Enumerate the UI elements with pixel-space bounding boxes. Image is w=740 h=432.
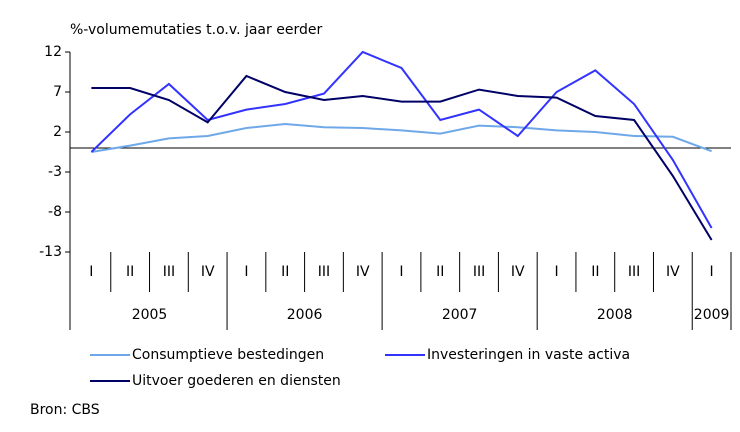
y-axis-label: %-volumemutaties t.o.v. jaar eerder: [70, 22, 322, 38]
x-tick-label: I: [244, 264, 248, 280]
source: Bron: CBS: [30, 402, 100, 418]
group-label: 2008: [597, 307, 633, 323]
y-tick-label: -8: [48, 204, 62, 220]
y-tick-label: 2: [53, 124, 62, 140]
x-tick-label: III: [473, 264, 485, 280]
y-tick-label: -3: [48, 164, 62, 180]
group-label: 2005: [132, 307, 168, 323]
y-tick-label: 7: [53, 84, 62, 100]
x-tick-label: I: [89, 264, 93, 280]
line: [91, 122, 712, 153]
x-tick-label: III: [163, 264, 175, 280]
x-tick-label: II: [436, 264, 444, 280]
group-label: 2007: [442, 307, 478, 323]
line: [90, 50, 713, 229]
x-tick-label: II: [126, 264, 134, 280]
x-tick-label: IV: [666, 264, 680, 280]
x-tick-label: III: [628, 264, 640, 280]
legend-label: Consumptieve bestedingen: [132, 347, 324, 363]
x-tick-label: IV: [201, 264, 215, 280]
x-tick-label: I: [554, 264, 558, 280]
legend-label: Investeringen in vaste activa: [427, 347, 630, 363]
x-tick-label: I: [399, 264, 403, 280]
x-tick-label: III: [318, 264, 330, 280]
x-tick-label: I: [710, 264, 714, 280]
line: [91, 74, 713, 241]
y-tick-label: 12: [44, 44, 62, 60]
x-tick-label: II: [281, 264, 289, 280]
y-tick-label: -13: [39, 244, 62, 260]
x-tick-label: IV: [356, 264, 370, 280]
group-label: 2006: [287, 307, 323, 323]
group-label: 2009: [694, 307, 730, 323]
x-tick-label: II: [591, 264, 599, 280]
x-tick-label: IV: [511, 264, 525, 280]
legend-label: Uitvoer goederen en diensten: [132, 373, 341, 389]
